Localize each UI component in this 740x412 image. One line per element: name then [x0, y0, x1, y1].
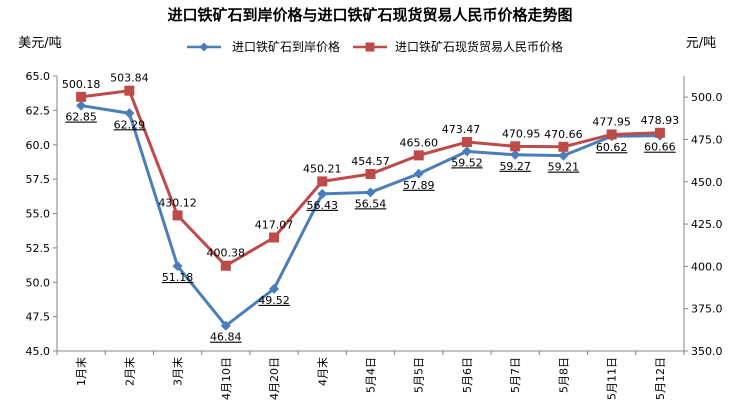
left-tick-label: 47.5 [26, 311, 51, 324]
data-point-series-1 [365, 169, 376, 180]
data-label-series-0: 60.62 [596, 141, 628, 154]
left-tick-label: 60.0 [26, 139, 51, 152]
data-point-series-0 [172, 261, 183, 272]
data-label-series-0: 59.27 [499, 160, 531, 173]
data-point-series-0 [220, 320, 231, 331]
data-point-series-0 [269, 283, 280, 294]
data-point-series-1 [76, 91, 87, 102]
x-tick-label: 3月末 [171, 357, 185, 386]
data-label-series-0: 56.54 [355, 197, 387, 210]
data-label-series-0: 62.29 [114, 118, 146, 131]
data-point-series-1 [654, 127, 665, 138]
data-point-series-1 [220, 260, 231, 271]
data-point-series-0 [124, 108, 135, 119]
x-tick-label: 1月末 [74, 357, 88, 386]
data-point-series-0 [461, 146, 472, 157]
left-tick-label: 55.0 [26, 208, 51, 221]
data-label-series-1: 430.12 [158, 196, 197, 209]
data-label-series-0: 46.84 [210, 331, 242, 344]
x-tick-label: 5月7日 [509, 357, 522, 393]
data-label-series-0: 62.85 [65, 111, 97, 124]
data-label-series-1: 465.60 [399, 136, 438, 149]
data-point-series-1 [413, 150, 424, 161]
x-tick-label: 5月6日 [461, 357, 474, 393]
x-tick-label: 4月20日 [268, 357, 281, 400]
x-tick-label: 5月5日 [413, 357, 426, 393]
x-tick-label: 4月末 [315, 357, 329, 386]
data-label-series-0: 51.18 [162, 271, 194, 284]
data-point-series-1 [124, 85, 135, 96]
data-label-series-1: 500.18 [62, 78, 101, 91]
left-tick-label: 65.0 [26, 70, 51, 83]
data-point-series-0 [365, 187, 376, 198]
data-label-series-1: 503.84 [110, 72, 149, 85]
right-tick-label: 350.0 [691, 345, 723, 358]
right-tick-label: 450.0 [691, 176, 723, 189]
data-label-series-0: 59.52 [451, 156, 483, 169]
legend-label-series-1: 进口铁矿石现货贸易人民币价格 [395, 39, 563, 54]
right-tick-label: 475.0 [691, 133, 723, 146]
x-tick-label: 2月末 [122, 357, 136, 386]
left-axis-unit: 美元/吨 [18, 36, 61, 51]
data-label-series-0: 60.66 [644, 141, 676, 154]
x-tick-label: 5月11日 [606, 357, 619, 400]
right-tick-label: 500.0 [691, 91, 723, 104]
data-label-series-1: 454.57 [351, 155, 390, 168]
data-label-series-0: 57.89 [403, 179, 435, 192]
x-tick-label: 5月8日 [557, 357, 570, 393]
left-tick-label: 45.0 [26, 345, 51, 358]
data-point-series-1 [606, 129, 617, 140]
data-label-series-1: 400.38 [207, 247, 246, 260]
data-point-series-0 [510, 149, 521, 160]
data-label-series-0: 56.43 [307, 199, 339, 212]
right-axis-unit: 元/吨 [686, 36, 716, 51]
right-tick-label: 425.0 [691, 218, 723, 231]
axes: 45.0 47.5 50.0 52.5 55.0 57.5 60.0 62.5 65.0 350.… [26, 70, 723, 400]
left-tick-label: 57.5 [26, 173, 51, 186]
x-tick-label: 4月10日 [220, 357, 233, 400]
data-label-series-1: 478.93 [641, 114, 680, 127]
left-tick-label: 50.0 [26, 276, 51, 289]
chart-title: 进口铁矿石到岸价格与进口铁矿石现货贸易人民币价格走势图 [167, 6, 572, 24]
data-point-series-1 [558, 141, 569, 152]
data-point-series-0 [317, 188, 328, 199]
left-tick-label: 62.5 [26, 104, 51, 117]
legend-marker-series-0 [199, 42, 209, 52]
legend: 进口铁矿石到岸价格 进口铁矿石现货贸易人民币价格 [187, 39, 563, 54]
data-label-series-1: 477.95 [592, 115, 631, 128]
data-point-series-1 [461, 137, 472, 148]
data-label-series-1: 473.47 [442, 123, 481, 136]
legend-label-series-0: 进口铁矿石到岸价格 [232, 39, 340, 54]
data-label-series-1: 470.95 [502, 127, 541, 140]
data-label-series-1: 417.07 [255, 218, 294, 231]
left-tick-label: 52.5 [26, 242, 51, 255]
data-point-series-0 [558, 150, 569, 161]
data-point-series-1 [269, 232, 280, 243]
data-label-series-1: 450.21 [303, 162, 342, 175]
data-point-series-0 [413, 168, 424, 179]
data-point-series-0 [76, 100, 87, 111]
data-label-series-1: 470.66 [544, 128, 583, 141]
data-point-series-1 [510, 141, 521, 152]
data-point-series-1 [172, 210, 183, 221]
x-tick-label: 5月12日 [654, 357, 667, 400]
legend-marker-series-1 [365, 42, 375, 52]
data-point-series-1 [317, 176, 328, 187]
right-tick-label: 375.0 [691, 303, 723, 316]
x-tick-label: 5月4日 [365, 357, 378, 393]
data-label-series-0: 59.21 [548, 161, 580, 174]
series-layer: 62.85 62.29 51.18 46.84 49.52 56.43 56.54 57.89… [62, 72, 679, 344]
data-label-series-0: 49.52 [258, 294, 290, 307]
right-tick-label: 400.0 [691, 260, 723, 273]
